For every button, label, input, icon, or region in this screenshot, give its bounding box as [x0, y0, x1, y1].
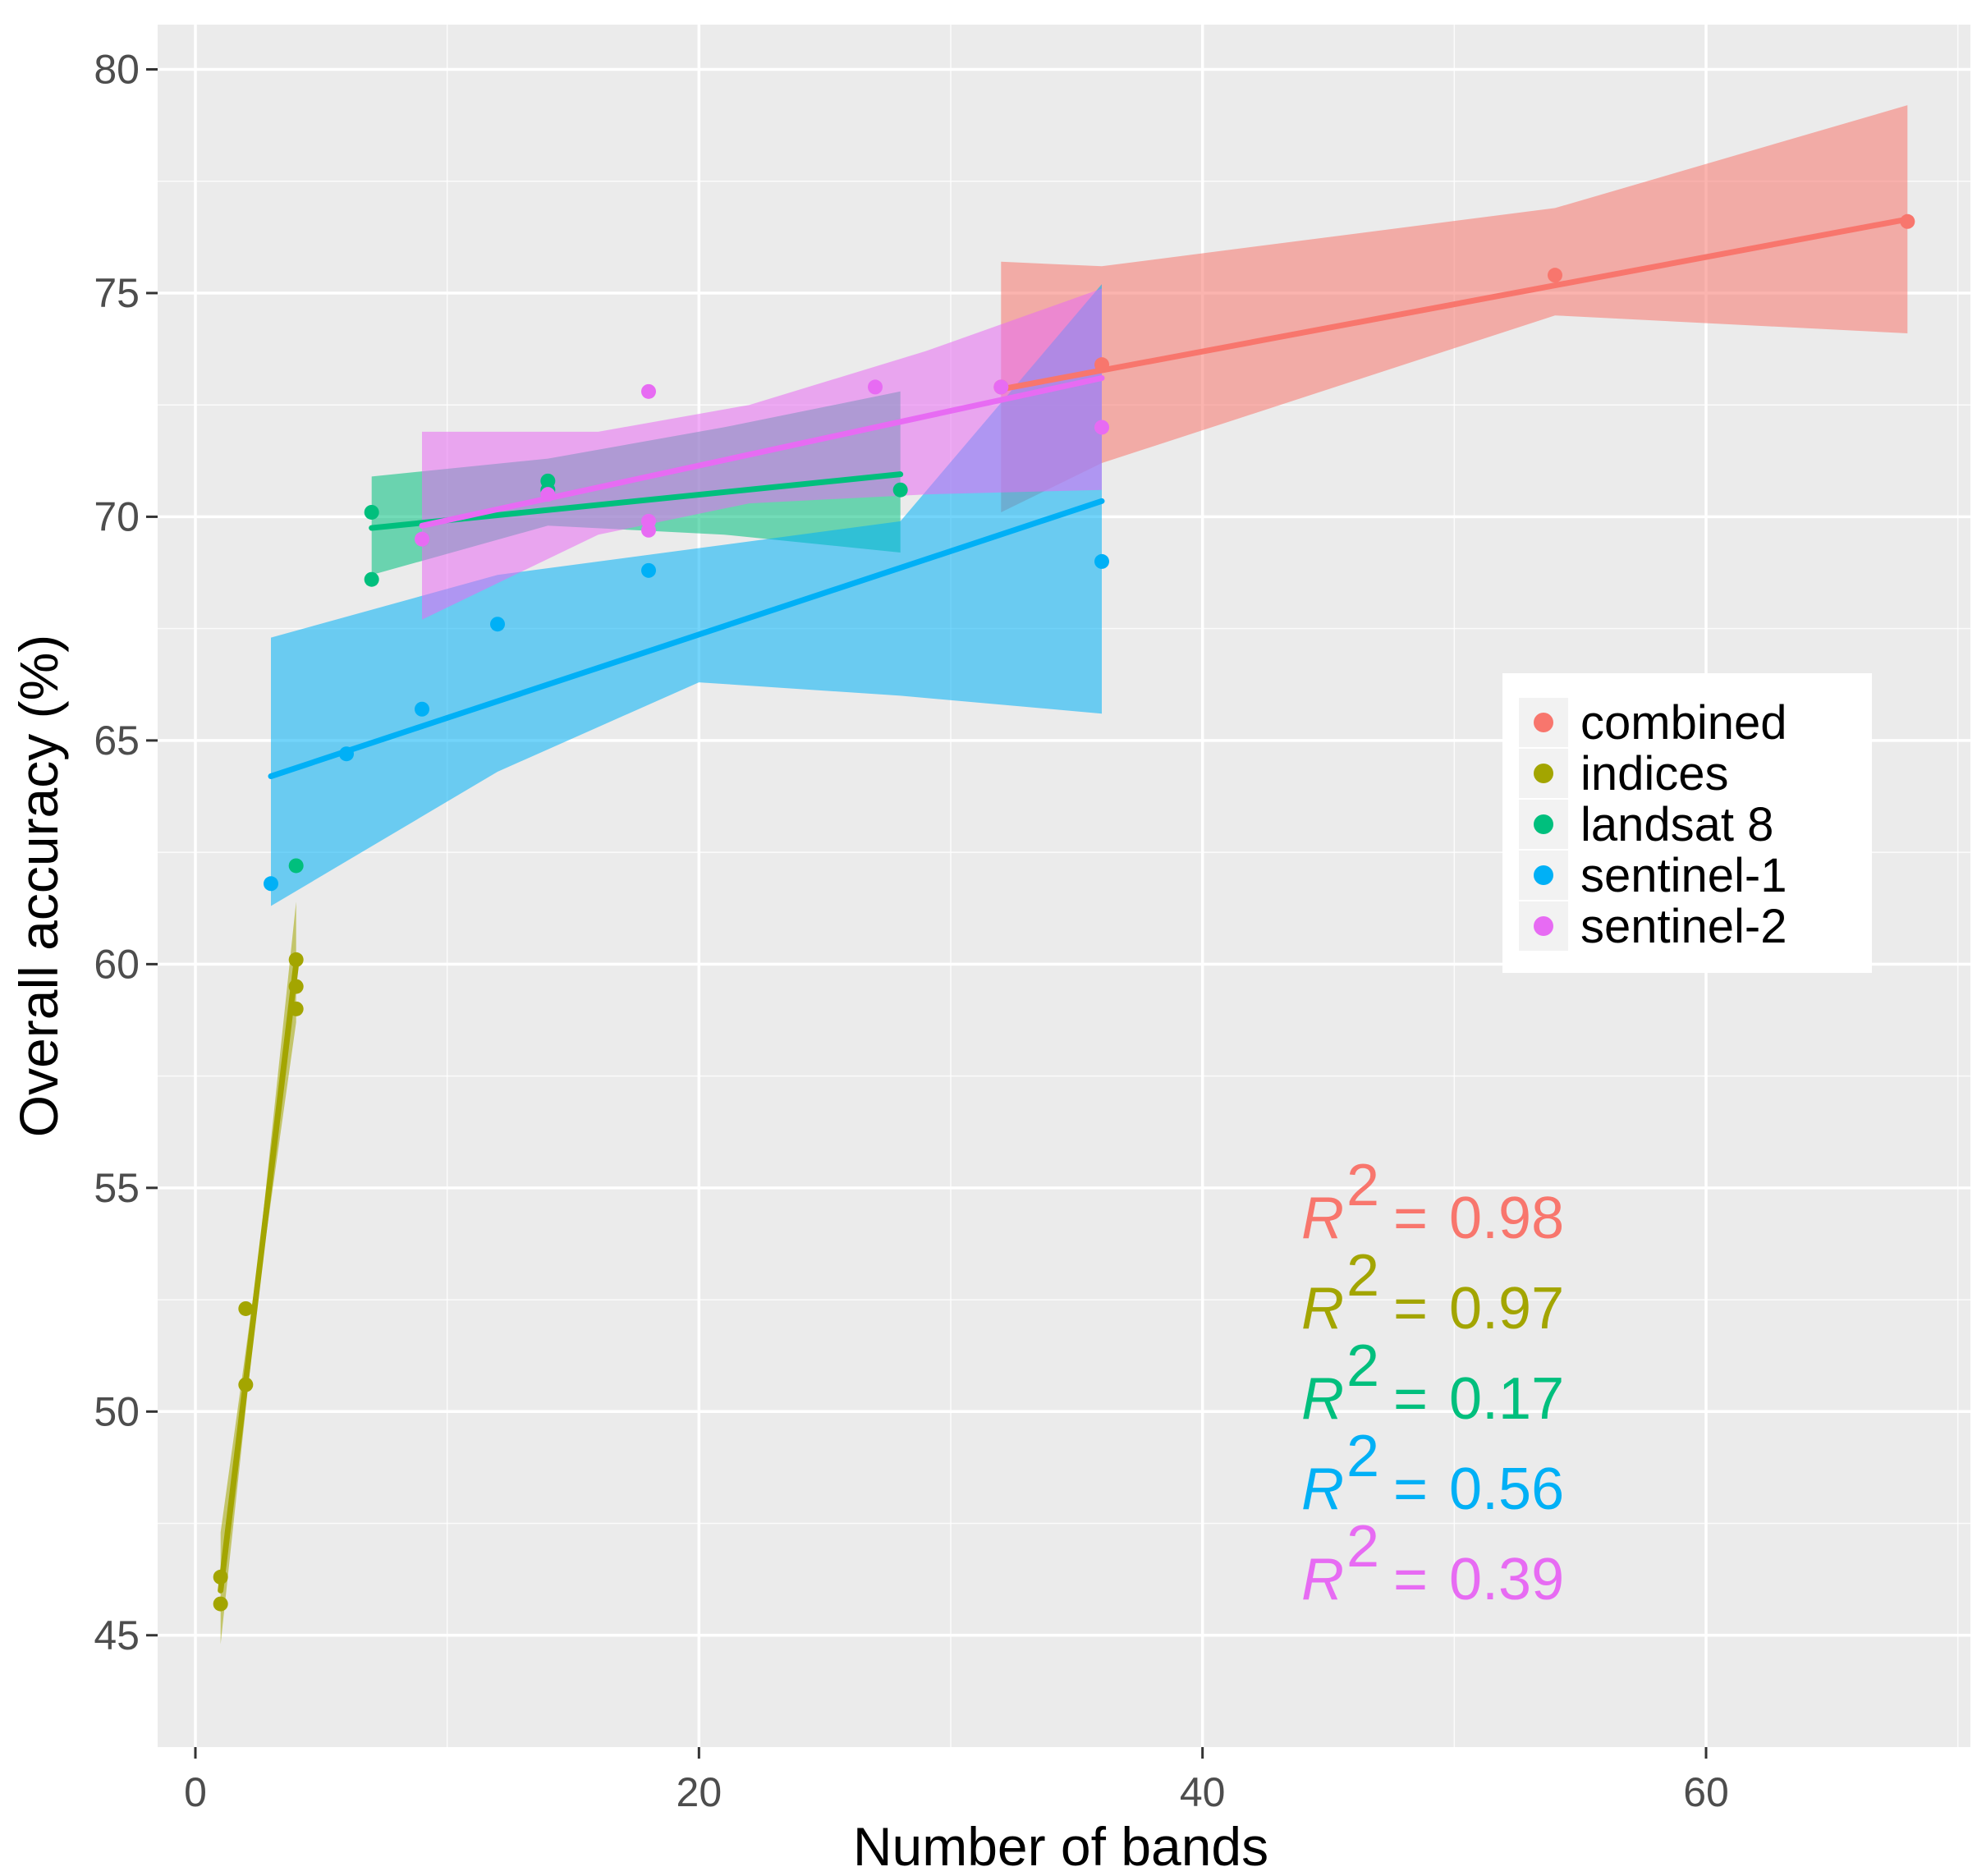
legend-label-landsat-8: landsat 8	[1580, 798, 1773, 851]
r2-symbol: R	[1301, 1456, 1344, 1522]
r2-equals: =	[1393, 1366, 1428, 1432]
legend-label-indices: indices	[1580, 747, 1729, 800]
legend-key-sentinel-2	[1534, 916, 1553, 936]
r2-value-landsat-8: 0.17	[1449, 1366, 1564, 1432]
data-point-combined	[1094, 357, 1109, 373]
data-point-sentinel-2	[641, 513, 656, 529]
r2-symbol: R	[1301, 1276, 1344, 1342]
r2-superscript: 2	[1346, 1153, 1379, 1218]
x-tick-label: 0	[184, 1769, 207, 1815]
data-point-landsat-8	[892, 482, 908, 498]
confidence-band-combined	[1001, 105, 1908, 512]
x-axis-ticks: 0 20 40 60	[184, 1747, 1729, 1815]
r2-superscript: 2	[1346, 1333, 1379, 1399]
data-point-sentinel-2	[993, 379, 1009, 395]
fit-line-sentinel-1	[268, 498, 1105, 779]
data-point-sentinel-1	[490, 617, 505, 632]
x-tick-label: 20	[677, 1769, 722, 1815]
legend-key-sentinel-1	[1534, 865, 1553, 885]
r2-superscript: 2	[1346, 1514, 1379, 1580]
x-tick-label: 40	[1180, 1769, 1226, 1815]
r2-equals: =	[1393, 1186, 1428, 1251]
y-axis-title: Overall accuracy (%)	[8, 635, 69, 1137]
fit-line-combined	[998, 216, 1910, 392]
y-tick-label: 70	[94, 493, 140, 539]
data-point-landsat-8	[364, 571, 379, 587]
y-tick-label: 60	[94, 941, 140, 987]
data-point-landsat-8	[540, 473, 556, 488]
data-point-indices	[288, 952, 304, 967]
legend-key-indices	[1534, 764, 1553, 783]
data-point-sentinel-1	[415, 701, 429, 717]
data-point-combined	[1900, 213, 1915, 229]
r2-value-indices: 0.97	[1449, 1276, 1564, 1342]
data-point-sentinel-2	[1094, 420, 1109, 435]
data-point-landsat-8	[288, 858, 304, 874]
r2-value-sentinel-1: 0.56	[1449, 1456, 1564, 1522]
r2-superscript: 2	[1346, 1243, 1379, 1309]
fit-lines	[218, 216, 1910, 1594]
fit-line-sentinel-2	[419, 374, 1105, 529]
y-tick-label: 75	[94, 270, 140, 316]
r2-equals: =	[1393, 1276, 1428, 1342]
data-point-indices	[213, 1569, 228, 1585]
data-point-sentinel-1	[264, 876, 278, 892]
data-point-indices	[213, 1596, 228, 1612]
x-tick-label: 60	[1683, 1769, 1729, 1815]
y-tick-label: 55	[94, 1165, 140, 1211]
r2-equals: =	[1393, 1547, 1428, 1612]
data-point-sentinel-1	[641, 562, 656, 578]
legend-label-sentinel-2: sentinel-2	[1580, 900, 1787, 953]
confidence-band-sentinel-1	[271, 284, 1102, 906]
legend-key-combined	[1534, 713, 1553, 732]
r2-superscript: 2	[1346, 1424, 1379, 1489]
y-axis-ticks: 45 50 55 60 65 70 75 80	[94, 46, 158, 1658]
data-point-indices	[288, 1001, 304, 1016]
r2-symbol: R	[1301, 1186, 1344, 1251]
r2-equals: =	[1393, 1456, 1428, 1522]
legend-label-sentinel-1: sentinel-1	[1580, 849, 1787, 902]
data-point-indices	[238, 1300, 254, 1316]
data-point-sentinel-1	[1094, 553, 1109, 569]
data-point-indices	[238, 1377, 254, 1392]
data-point-sentinel-2	[540, 487, 556, 502]
x-axis-title: Number of bands	[853, 1816, 1268, 1876]
r2-annotations: R 2 = 0.98R 2 = 0.97R 2 = 0.17R 2 = 0.56R 2 = 0.39	[1301, 1153, 1564, 1612]
r2-value-combined: 0.98	[1449, 1186, 1564, 1251]
data-point-combined	[1548, 268, 1562, 283]
fit-line-indices	[218, 961, 300, 1594]
data-point-sentinel-2	[415, 531, 429, 547]
data-point-landsat-8	[364, 504, 379, 520]
legend-key-landsat-8	[1534, 814, 1553, 834]
r2-symbol: R	[1301, 1366, 1344, 1432]
y-tick-label: 65	[94, 718, 140, 764]
data-point-sentinel-2	[868, 379, 883, 395]
legend-label-combined: combined	[1580, 696, 1787, 750]
data-point-sentinel-2	[641, 383, 656, 399]
y-tick-label: 45	[94, 1612, 140, 1658]
data-point-sentinel-1	[339, 746, 354, 762]
y-tick-label: 80	[94, 46, 140, 92]
data-point-indices	[288, 979, 304, 994]
r2-symbol: R	[1301, 1547, 1344, 1612]
r2-value-sentinel-2: 0.39	[1449, 1547, 1564, 1612]
data-points	[213, 213, 1915, 1612]
y-tick-label: 50	[94, 1388, 140, 1434]
